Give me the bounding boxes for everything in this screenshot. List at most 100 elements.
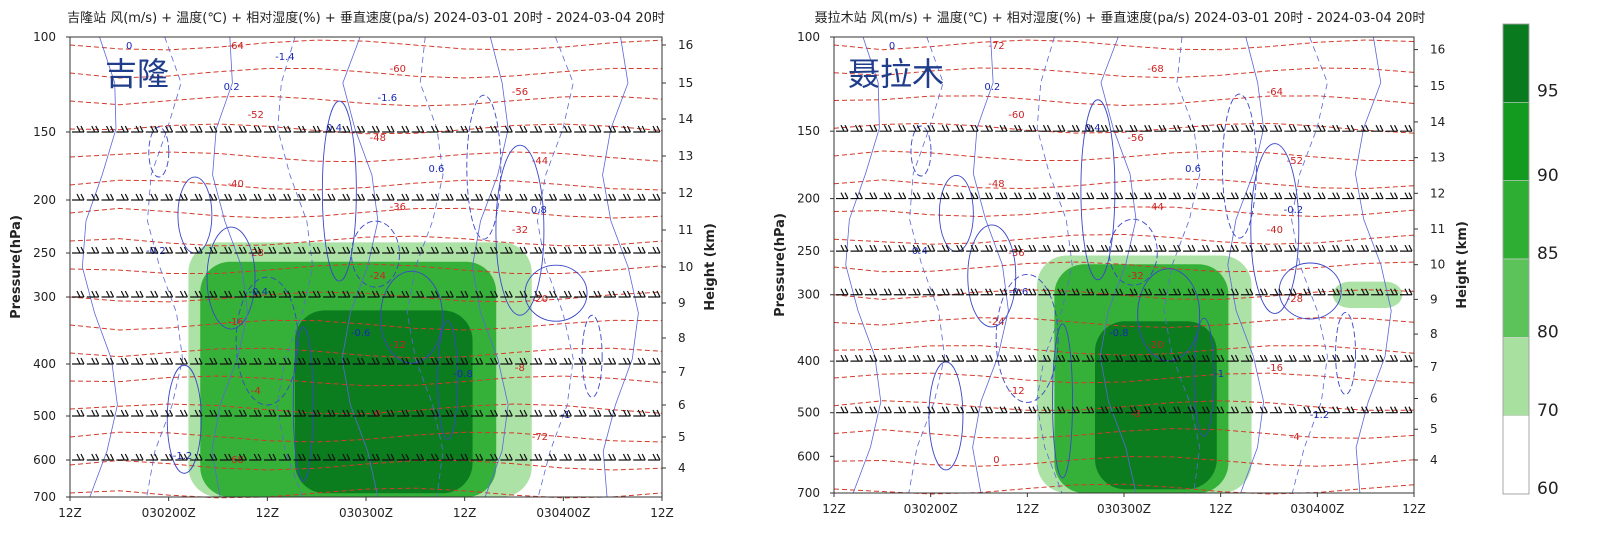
wind-barb: [1183, 244, 1196, 252]
temperature-isotherms: -72-68-64-60-56-52-48-44-40-36-32-28-24-…: [833, 39, 1415, 495]
omega-contour: [380, 270, 444, 364]
wind-barb: [219, 357, 233, 365]
wind-barb: [1009, 192, 1023, 200]
colorbar-segment-60: [1502, 415, 1530, 495]
wind-barb: [893, 124, 907, 132]
wind-barb: [1154, 406, 1167, 414]
temperature-isotherms: -64-60-56-52-48-44-40-36-32-28-24-20-16-…: [69, 39, 663, 499]
wind-barb: [1327, 288, 1341, 296]
temperature-label: -4: [251, 386, 261, 397]
height-tick-label: 13: [1430, 151, 1445, 165]
wind-barb: [937, 406, 950, 414]
wind-barb: [515, 357, 528, 365]
wind-barb: [1038, 406, 1051, 414]
wind-barb: [1356, 244, 1370, 252]
wind-barb: [1313, 406, 1326, 414]
omega-label: -0.6: [1009, 287, 1029, 298]
wind-barb: [1110, 244, 1124, 252]
wind-barb: [1342, 406, 1355, 414]
wind-barb: [234, 409, 247, 417]
wind-barb: [1269, 406, 1283, 414]
wind-barb: [1038, 192, 1051, 200]
wind-barb: [980, 288, 994, 296]
wind-barb: [500, 290, 513, 298]
isotherm-line: [69, 67, 663, 79]
omega-label: -1.2: [1310, 410, 1330, 421]
wind-barb: [559, 125, 572, 133]
wind-barb: [544, 409, 558, 417]
wind-barb: [1400, 192, 1413, 200]
wind-barb: [1052, 124, 1066, 132]
omega-contour: [351, 220, 400, 288]
time-axis: 12Z 030200Z 12Z 030300Z 12Z 030400Z 12Z: [58, 497, 674, 520]
pressure-tick-label: 700: [797, 486, 820, 500]
wind-barb: [441, 453, 454, 461]
omega-label: -0.2: [1284, 205, 1304, 216]
wind-barb: [190, 357, 203, 365]
wind-barb: [160, 453, 174, 461]
omega-label: 0: [889, 41, 895, 52]
wind-barb: [101, 125, 115, 133]
wind-barb: [1125, 244, 1138, 252]
wind-barb: [72, 125, 85, 133]
wind-barb: [219, 125, 233, 133]
wind-barb: [1371, 244, 1384, 252]
wind-barb: [116, 357, 129, 365]
wind-barb: [864, 406, 878, 414]
time-tick-label: 030200Z: [904, 502, 958, 516]
wind-barb: [175, 125, 188, 133]
omega-contour: [1193, 317, 1215, 437]
wind-barb: [352, 246, 366, 254]
isotherm-line: [69, 179, 663, 191]
wind-barb: [249, 453, 262, 461]
wind-barb: [1197, 192, 1211, 200]
isotherm-line: [69, 263, 663, 275]
wind-barb: [101, 246, 115, 254]
wind-barb: [1400, 288, 1413, 296]
wind-barb: [1371, 288, 1384, 296]
omega-label: 0.6: [428, 164, 444, 175]
wind-barb: [1009, 124, 1023, 132]
wind-barb: [1038, 244, 1051, 252]
wind-barb: [308, 246, 321, 254]
wind-barb: [893, 244, 907, 252]
wind-barb: [633, 409, 646, 417]
time-tick-label: 12Z: [58, 506, 82, 520]
wind-barb: [352, 409, 366, 417]
wind-barb: [352, 125, 366, 133]
wind-barb: [836, 244, 849, 252]
wind-barb: [1168, 406, 1182, 414]
wind-barb: [574, 453, 587, 461]
omega-label: 0.2: [224, 82, 240, 93]
wind-barb: [441, 193, 454, 201]
isotherm-line: [833, 95, 1415, 106]
wind-barb: [323, 357, 336, 365]
wind-barb: [951, 288, 965, 296]
wind-barb: [337, 125, 351, 133]
wind-barb: [175, 409, 188, 417]
wind-barb: [278, 409, 292, 417]
wind-barb: [116, 409, 129, 417]
wind-barb: [1342, 354, 1355, 362]
wind-barb: [1067, 124, 1080, 132]
wind-barb: [1212, 354, 1225, 362]
wind-barb: [1183, 354, 1196, 362]
wind-barb: [352, 453, 366, 461]
isotherm-line: [833, 317, 1415, 328]
wind-barb: [308, 125, 321, 133]
wind-barb: [1356, 406, 1370, 414]
wind-barb: [574, 125, 587, 133]
wind-barb: [396, 357, 410, 365]
wind-barb: [648, 453, 661, 461]
wind-barb: [951, 406, 965, 414]
omega-line: [1099, 36, 1137, 494]
wind-barb: [1255, 124, 1268, 132]
wind-barb: [175, 453, 188, 461]
wind-barb: [323, 290, 336, 298]
omega-contour: [1108, 218, 1158, 286]
temperature-label: -52: [248, 110, 264, 121]
wind-barb: [1240, 406, 1254, 414]
wind-barb: [648, 290, 661, 298]
wind-barb: [893, 354, 907, 362]
wind-barb: [1197, 288, 1211, 296]
